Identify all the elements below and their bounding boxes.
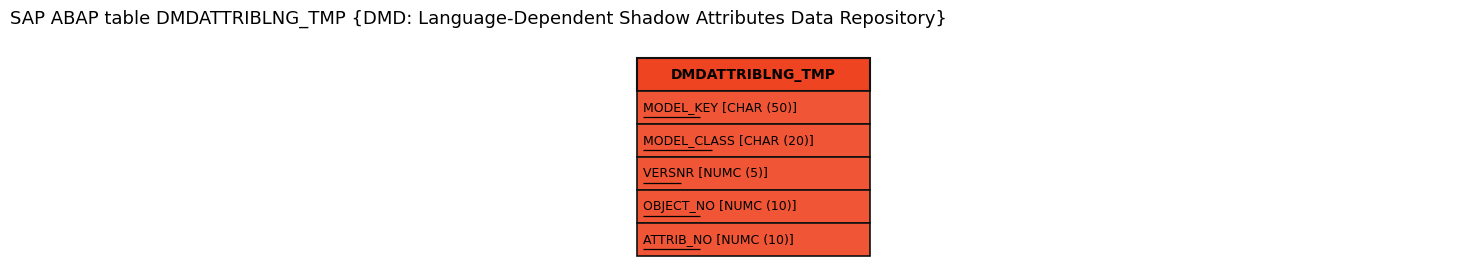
- Text: MODEL_KEY [CHAR (50)]: MODEL_KEY [CHAR (50)]: [644, 101, 797, 114]
- FancyBboxPatch shape: [638, 58, 869, 91]
- Text: MODEL_CLASS [CHAR (20)]: MODEL_CLASS [CHAR (20)]: [644, 134, 813, 147]
- FancyBboxPatch shape: [638, 157, 869, 190]
- FancyBboxPatch shape: [638, 190, 869, 223]
- Text: DMDATTRIBLNG_TMP: DMDATTRIBLNG_TMP: [672, 68, 835, 82]
- FancyBboxPatch shape: [638, 124, 869, 157]
- FancyBboxPatch shape: [638, 223, 869, 256]
- Text: VERSNR [NUMC (5)]: VERSNR [NUMC (5)]: [644, 167, 768, 180]
- FancyBboxPatch shape: [638, 91, 869, 124]
- Text: ATTRIB_NO [NUMC (10)]: ATTRIB_NO [NUMC (10)]: [644, 233, 794, 246]
- Text: OBJECT_NO [NUMC (10)]: OBJECT_NO [NUMC (10)]: [644, 200, 797, 213]
- Text: SAP ABAP table DMDATTRIBLNG_TMP {DMD: Language-Dependent Shadow Attributes Data : SAP ABAP table DMDATTRIBLNG_TMP {DMD: La…: [10, 10, 948, 28]
